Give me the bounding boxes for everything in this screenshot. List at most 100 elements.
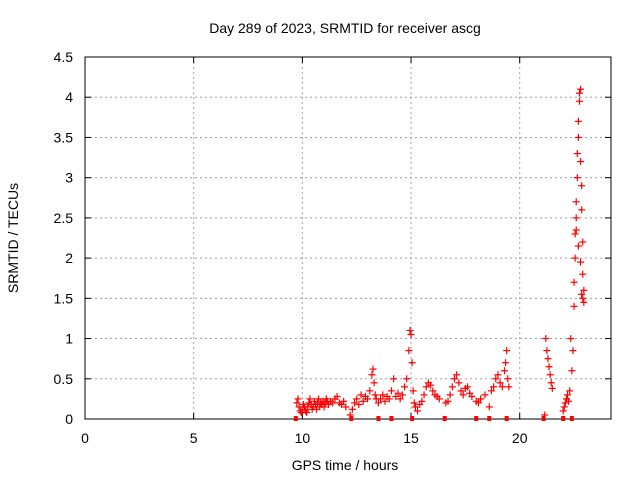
data-point (422, 383, 430, 391)
x-tick-label: 10 (295, 430, 311, 446)
data-point (561, 399, 569, 407)
y-tick-label: 3.5 (54, 129, 74, 145)
data-point (502, 359, 510, 367)
data-point (572, 214, 580, 222)
data-point (401, 383, 409, 391)
data-point (459, 391, 467, 399)
y-tick-label: 4.5 (54, 49, 74, 65)
x-tick-label: 15 (403, 430, 419, 446)
data-point (398, 391, 406, 399)
data-point (355, 401, 363, 409)
axis-ticks (84, 56, 611, 420)
data-point (418, 397, 426, 405)
y-tick-label: 4 (65, 89, 73, 105)
data-point (500, 367, 508, 375)
data-point (407, 331, 415, 339)
y-tick-label: 2 (65, 250, 73, 266)
data-point (370, 379, 378, 387)
data-point (505, 383, 513, 391)
data-point (359, 397, 367, 405)
data-point (490, 383, 498, 391)
data-point (577, 258, 585, 266)
data-point (411, 403, 419, 411)
data-point (353, 395, 361, 403)
data-point (566, 387, 574, 395)
data-point (580, 298, 588, 306)
data-point (474, 399, 482, 407)
data-point (340, 397, 348, 405)
data-point (568, 367, 576, 375)
data-point (403, 375, 411, 383)
data-point (567, 335, 575, 343)
data-point (457, 387, 465, 395)
data-point (342, 403, 350, 411)
data-point (394, 389, 402, 397)
data-point (405, 347, 413, 355)
plot-frame (84, 56, 612, 420)
data-point (357, 391, 365, 399)
x-tick-label: 5 (190, 430, 198, 446)
data-point (572, 226, 580, 234)
data-point (579, 294, 587, 302)
data-point (494, 371, 502, 379)
data-point (371, 391, 379, 399)
data-point (381, 397, 389, 405)
zero-marker (569, 416, 574, 421)
data-point (385, 395, 393, 403)
data-point (573, 150, 581, 158)
data-point (379, 391, 387, 399)
data-point (571, 254, 579, 262)
data-point (496, 379, 504, 387)
zero-marker (349, 416, 354, 421)
data-point (464, 383, 472, 391)
data-point (580, 286, 588, 294)
data-point (579, 238, 587, 246)
data-point (542, 335, 550, 343)
y-tick-label: 2.5 (54, 210, 74, 226)
data-point (366, 387, 374, 395)
data-point (504, 375, 512, 383)
data-point (351, 399, 359, 407)
data-point (574, 242, 582, 250)
data-point (548, 384, 556, 392)
zero-marker (376, 416, 381, 421)
data-point (575, 89, 583, 97)
zero-marker (442, 416, 447, 421)
y-tick-label: 3 (65, 170, 73, 186)
data-point (579, 270, 587, 278)
data-point (577, 158, 585, 166)
data-point (547, 379, 555, 387)
data-point (444, 397, 452, 405)
data-point (377, 395, 385, 403)
y-tick-labels: 0 0.5 1 1.5 2 2.5 3 3.5 4 4.5 (54, 49, 74, 427)
zero-marker (541, 416, 546, 421)
data-point (364, 395, 372, 403)
data-point (435, 395, 443, 403)
data-point (578, 182, 586, 190)
data-point (329, 399, 337, 407)
data-point (315, 395, 323, 403)
data-point (453, 371, 461, 379)
data-point (468, 392, 476, 400)
x-tick-labels: 0 5 10 15 20 (81, 430, 528, 446)
data-point (570, 302, 578, 310)
data-point (374, 399, 382, 407)
data-point (408, 359, 416, 367)
data-point (429, 387, 437, 395)
zero-marker (410, 416, 415, 421)
data-point (481, 391, 489, 399)
zero-marker (487, 416, 492, 421)
data-point (369, 365, 377, 373)
data-point (577, 85, 585, 93)
zero-marker (293, 416, 298, 421)
data-point (448, 383, 456, 391)
data-point (578, 206, 586, 214)
data-point (409, 387, 417, 395)
data-point (570, 278, 578, 286)
zero-marker (474, 416, 479, 421)
x-tick-label: 0 (81, 430, 89, 446)
data-point (487, 387, 495, 395)
y-axis-label: SRMTID / TECUs (5, 183, 21, 293)
data-point (294, 395, 302, 403)
